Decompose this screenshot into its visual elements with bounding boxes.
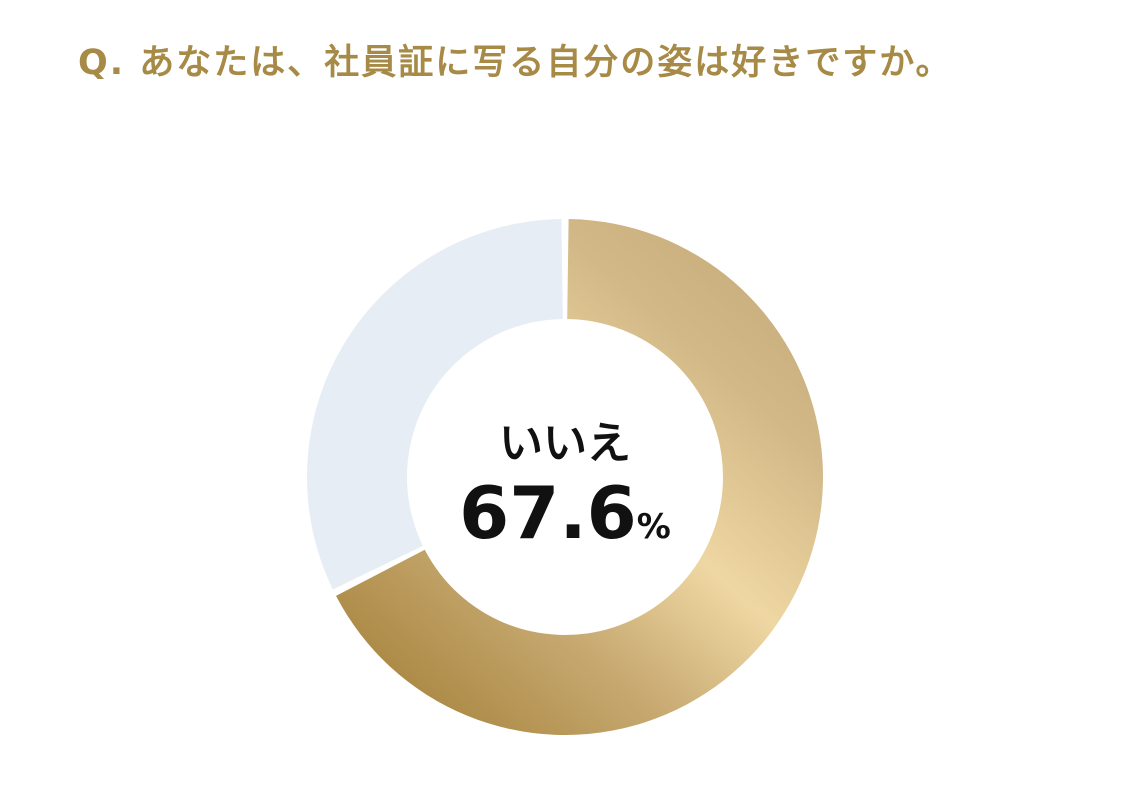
center-value-label: 67.6% xyxy=(459,471,671,555)
donut-slices xyxy=(306,219,823,735)
question-title: Q. あなたは、社員証に写る自分の姿は好きですか。 xyxy=(78,43,953,83)
center-category-label: いいえ xyxy=(499,418,631,469)
donut-slice-2 xyxy=(306,219,563,590)
center-unit: % xyxy=(637,507,671,547)
center-value: 67.6 xyxy=(459,471,637,555)
donut-slice-1 xyxy=(336,219,823,735)
